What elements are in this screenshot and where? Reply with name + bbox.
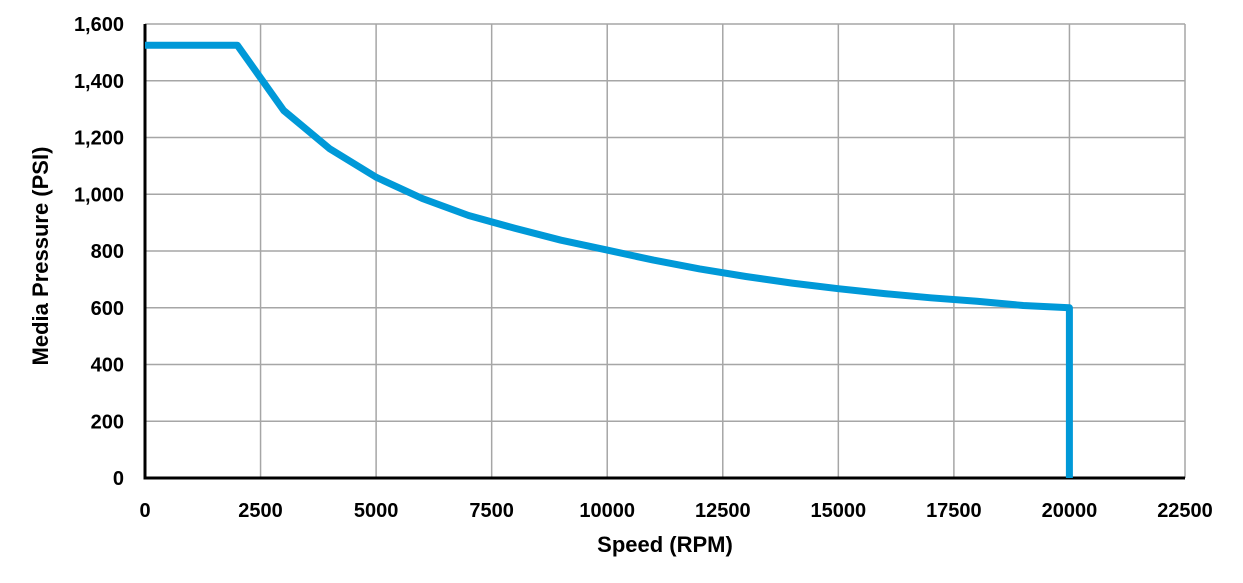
x-tick-label: 15000 [811,500,867,522]
y-tick-label: 0 [113,468,124,490]
y-tick-label: 600 [91,298,124,320]
y-tick-label: 200 [91,411,124,433]
axes [143,24,1185,480]
x-tick-label: 2500 [238,500,283,522]
series-line [145,41,1073,478]
y-tick-label: 1,200 [74,128,124,150]
x-tick-label: 20000 [1042,500,1098,522]
y-tick-label: 1,000 [74,184,124,206]
y-axis-title: Media Pressure (PSI) [28,147,53,366]
y-tick-labels: 0 200 400 600 800 1,000 1,200 1,400 1,600 [74,14,124,490]
gridlines [145,23,1186,478]
y-tick-label: 400 [91,355,124,377]
x-tick-label: 7500 [469,500,514,522]
y-tick-label: 800 [91,241,124,263]
x-tick-label: 22500 [1157,500,1213,522]
x-tick-labels: 0 2500 5000 7500 10000 12500 15000 17500 20000 22… [139,500,1212,522]
y-tick-label: 1,400 [74,71,124,93]
series-layer [145,41,1073,478]
x-axis-title: Speed (RPM) [597,532,733,557]
y-tick-label: 1,600 [74,14,124,36]
x-tick-label: 12500 [695,500,751,522]
x-tick-label: 17500 [926,500,982,522]
x-tick-label: 0 [139,500,150,522]
x-tick-label: 5000 [354,500,399,522]
x-tick-label: 10000 [579,500,635,522]
